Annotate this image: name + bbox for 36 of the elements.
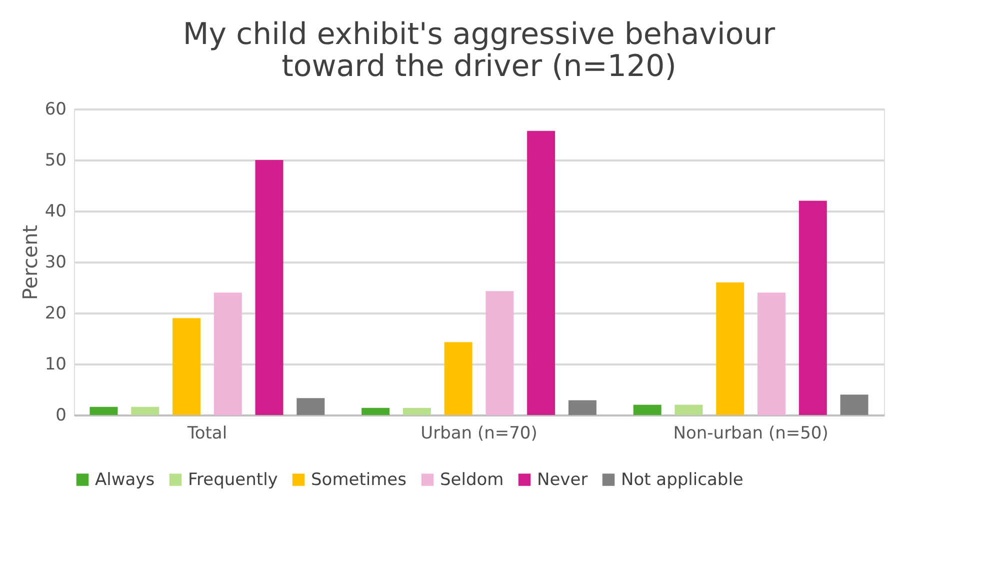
- y-tick-label: 30: [44, 252, 66, 272]
- legend-label: Never: [537, 470, 588, 490]
- x-tick-label: Urban (n=70): [420, 424, 538, 444]
- bar: [444, 342, 472, 415]
- y-tick-label: 40: [44, 202, 66, 222]
- y-tick-label: 50: [44, 150, 66, 170]
- x-tick-label: Total: [186, 424, 228, 444]
- y-tick-label: 0: [56, 406, 66, 426]
- y-tick-label: 60: [44, 100, 66, 120]
- chart-title: My child exhibit's aggressive behaviour toward the driver (n=120): [182, 17, 776, 84]
- legend-label: Sometimes: [311, 470, 407, 490]
- bar: [362, 408, 390, 415]
- bar: [527, 130, 556, 415]
- bar: [758, 292, 786, 415]
- y-tick-label: 20: [44, 304, 66, 324]
- bar: [214, 292, 242, 415]
- legend-label: Frequently: [188, 470, 278, 490]
- bar: [674, 404, 703, 415]
- y-axis-title: Percent: [18, 224, 42, 300]
- bar: [840, 394, 868, 415]
- legend-label: Not applicable: [621, 470, 744, 490]
- bar: [798, 200, 827, 415]
- bar: [131, 406, 160, 415]
- bar: [90, 406, 118, 415]
- legend-label: Always: [95, 470, 155, 490]
- bar: [486, 291, 514, 415]
- bar: [568, 400, 596, 415]
- x-tick-label: Non-urban (n=50): [673, 424, 828, 444]
- y-tick-label: 10: [44, 354, 66, 374]
- bar: [296, 398, 325, 415]
- bar: [402, 408, 431, 415]
- legend-label: Seldom: [440, 470, 504, 490]
- bar: [172, 318, 200, 415]
- bar: [255, 160, 284, 415]
- bar: [716, 282, 744, 415]
- bar: [633, 404, 662, 415]
